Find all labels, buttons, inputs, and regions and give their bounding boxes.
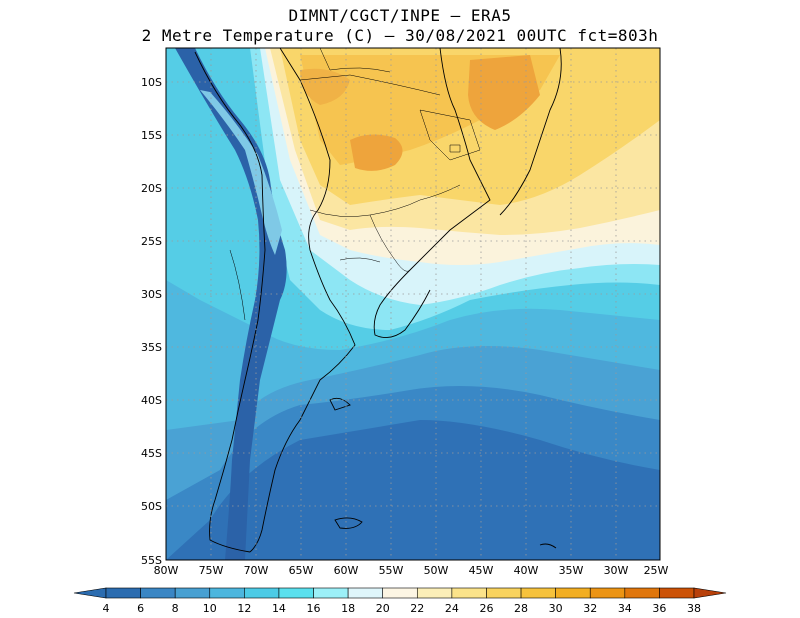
colorbar-label: 28 [514, 602, 528, 615]
colorbar-label: 36 [652, 602, 666, 615]
colorbar-swatch [244, 587, 280, 599]
colorbar-label: 20 [376, 602, 390, 615]
colorbar-swatch [313, 587, 349, 599]
colorbar-swatch [416, 587, 453, 599]
colorbar-swatch [140, 587, 176, 599]
lat-tick-label: 45S [141, 447, 162, 460]
lon-tick-label: 50W [424, 564, 449, 577]
colorbar-label: 8 [172, 602, 179, 615]
colorbar-label: 16 [307, 602, 321, 615]
lon-tick-label: 80W [154, 564, 179, 577]
colorbar-label: 32 [583, 602, 597, 615]
temperature-field [166, 48, 660, 560]
country-borders [229, 48, 481, 321]
colorbar-arrow-low [73, 587, 107, 599]
colorbar-swatch [347, 587, 384, 599]
colorbar: 4 6 8 10 12 14 16 18 20 22 24 26 28 30 32 34 36 38 [73, 587, 727, 615]
colorbar-swatch [589, 587, 626, 599]
colorbar-label: 18 [341, 602, 355, 615]
colorbar-label: 38 [687, 602, 701, 615]
colorbar-swatch [278, 587, 314, 599]
hot-spot-1 [350, 134, 403, 171]
lat-tick-label: 35S [141, 341, 162, 354]
colorbar-swatch [659, 587, 695, 599]
colorbar-swatch [486, 587, 522, 599]
lat-tick-label: 50S [141, 500, 162, 513]
lat-axis: 10S 15S 20S 25S 30S 35S 40S 45S 50S 55S [141, 76, 162, 567]
lon-axis: 80W 75W 70W 65W 60W 55W 50W 45W 40W 35W … [154, 564, 669, 577]
colorbar-swatch [174, 587, 211, 599]
lon-tick-label: 65W [289, 564, 314, 577]
lat-tick-label: 30S [141, 288, 162, 301]
colorbar-label: 34 [618, 602, 632, 615]
hot-spot-2 [468, 55, 540, 130]
lat-tick-label: 55S [141, 554, 162, 567]
map-title-line2: 2 Metre Temperature (C) – 30/08/2021 00U… [141, 26, 659, 45]
lat-tick-label: 25S [141, 235, 162, 248]
lat-tick-label: 40S [141, 394, 162, 407]
colorbar-swatch [382, 587, 418, 599]
lon-tick-label: 60W [334, 564, 359, 577]
lat-tick-label: 15S [141, 129, 162, 142]
map-frame [165, 47, 661, 561]
andes-foothills [200, 90, 282, 255]
colorbar-label: 22 [410, 602, 424, 615]
colorbar-label: 4 [103, 602, 110, 615]
lon-tick-label: 25W [644, 564, 669, 577]
colorbar-swatch [209, 587, 245, 599]
colorbar-swatch [624, 587, 660, 599]
colorbar-label: 24 [445, 602, 459, 615]
lon-tick-label: 75W [199, 564, 224, 577]
lon-tick-label: 55W [379, 564, 404, 577]
hot-spot-3 [300, 68, 350, 105]
lat-tick-label: 10S [141, 76, 162, 89]
lon-tick-label: 45W [469, 564, 494, 577]
colorbar-label: 10 [203, 602, 217, 615]
colorbar-swatch [105, 587, 141, 599]
colorbar-swatch [451, 587, 487, 599]
colorbar-label: 6 [137, 602, 144, 615]
lon-tick-label: 40W [514, 564, 539, 577]
lon-tick-label: 35W [559, 564, 584, 577]
colorbar-label: 30 [549, 602, 563, 615]
map-title-line1: DIMNT/CGCT/INPE – ERA5 [288, 6, 512, 25]
colorbar-label: 26 [479, 602, 493, 615]
lon-tick-label: 70W [244, 564, 269, 577]
colorbar-swatch [520, 587, 556, 599]
colorbar-arrow-high [693, 587, 727, 599]
colorbar-swatch [555, 587, 591, 599]
lat-tick-label: 20S [141, 182, 162, 195]
colorbar-label: 14 [272, 602, 286, 615]
colorbar-label: 12 [237, 602, 251, 615]
lon-tick-label: 30W [604, 564, 629, 577]
